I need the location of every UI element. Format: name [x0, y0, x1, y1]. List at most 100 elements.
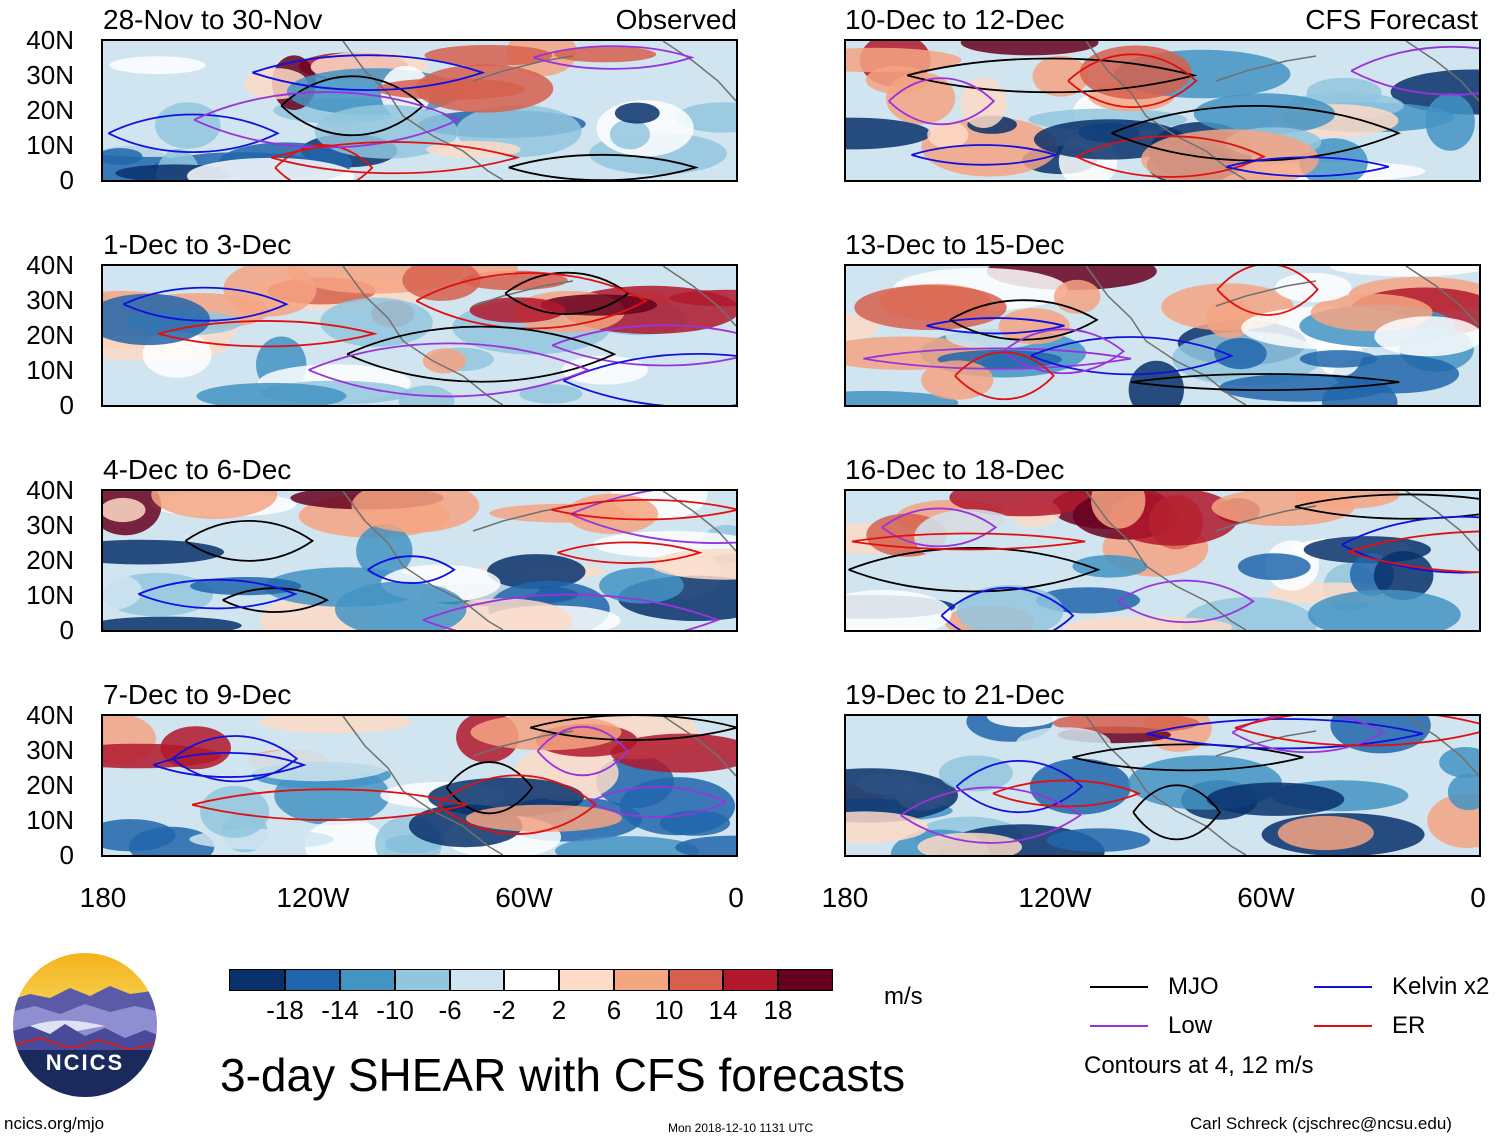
colorbar-swatch — [285, 969, 340, 991]
contour-line — [1231, 716, 1385, 754]
lon-label-right-120w: 120W — [1018, 882, 1092, 913]
shear-field-patch — [402, 266, 481, 301]
legend-label-er: ER — [1392, 1012, 1426, 1039]
shear-field-patch — [938, 755, 1013, 792]
colorbar-swatch — [450, 969, 504, 991]
shear-field-patch — [917, 832, 1023, 855]
contours-note: Contours at 4, 12 m/s — [1084, 1052, 1314, 1079]
lat-label: 10N — [26, 355, 74, 385]
contour-line — [906, 57, 1198, 94]
legend-line-er — [1314, 1025, 1372, 1027]
contour-line — [138, 578, 298, 610]
shear-field-patch — [103, 70, 145, 97]
shear-field-patch — [914, 509, 1026, 565]
colorbar-label: 14 — [708, 995, 738, 1025]
panel-title-7: 19-Dec to 21-Dec — [845, 679, 1065, 710]
shear-field-patch — [356, 524, 413, 578]
contour-line — [422, 593, 721, 630]
shear-field-patch — [155, 102, 221, 149]
shear-field-patch — [1141, 129, 1319, 180]
lon-label-left-0: 0 — [728, 882, 744, 913]
cfs-forecast-label: CFS Forecast — [1305, 4, 1478, 35]
shear-field-patch — [1307, 589, 1461, 630]
shear-field-patch — [259, 716, 412, 734]
coastline — [342, 41, 736, 180]
legend-label-kelvin: Kelvin x2 — [1392, 973, 1490, 1000]
lat-label: 10N — [26, 130, 74, 160]
colorbar-swatch — [669, 969, 723, 991]
contour-line — [926, 317, 1065, 335]
map-panel-1 — [101, 264, 738, 407]
shear-field-patch — [846, 47, 962, 73]
footer-website[interactable]: ncics.org/mjo — [4, 1114, 105, 1133]
contour-line — [570, 491, 736, 544]
shear-field-patch — [103, 616, 242, 630]
contour-line — [536, 726, 629, 777]
contour-line — [1002, 328, 1125, 375]
lat-label: 40N — [26, 475, 74, 505]
shear-field-patch — [854, 285, 1007, 330]
shear-field-patch — [160, 726, 231, 770]
shear-field-patch — [424, 44, 553, 67]
shear-field-patch — [304, 818, 386, 855]
shear-field-patch — [103, 570, 143, 612]
contour-line — [123, 286, 289, 322]
contour-line — [367, 555, 456, 585]
shear-field-patch — [1079, 45, 1192, 100]
shear-field-patch — [103, 819, 176, 852]
contour-line — [557, 541, 703, 564]
colorbar-swatch — [778, 969, 833, 991]
map-panel-3 — [101, 714, 738, 857]
contour-line — [589, 785, 728, 818]
shear-field-patch — [675, 835, 736, 855]
map-panel-6 — [844, 489, 1481, 632]
colorbar-label: -2 — [492, 995, 516, 1025]
legend-line-kelvin — [1314, 986, 1372, 988]
contour-line — [1075, 135, 1266, 178]
lon-label-left-120w: 120W — [276, 882, 350, 913]
shear-field-patch — [986, 716, 1058, 728]
shear-field-patch — [1374, 316, 1479, 357]
shear-field-patch — [190, 577, 302, 596]
shear-field-patch — [610, 733, 736, 773]
contour-line — [1146, 718, 1424, 750]
colorbar-swatch — [559, 969, 614, 991]
contour-line — [955, 760, 1084, 813]
panel-title-4: 10-Dec to 12-Dec — [845, 4, 1065, 35]
shear-field-patch — [1275, 272, 1352, 303]
shear-field-patch — [422, 348, 467, 374]
lat-label: 20N — [26, 545, 74, 575]
colorbar-units: m/s — [884, 983, 923, 1010]
shear-field-patch — [1237, 553, 1311, 580]
map-panel-4 — [844, 39, 1481, 182]
contour-line — [1226, 156, 1390, 177]
shear-field-patch — [151, 491, 278, 519]
colorbar-label: -10 — [376, 995, 414, 1025]
shear-field-patch — [1206, 782, 1345, 816]
shear-field-patch — [1439, 747, 1479, 778]
shear-field-patch — [469, 297, 566, 323]
colorbar-label: -18 — [266, 995, 304, 1025]
contour-line — [445, 761, 534, 815]
contour-line — [900, 786, 1082, 844]
contour-line — [1111, 105, 1401, 162]
shear-field-patch — [1299, 350, 1378, 368]
shear-field-patch — [1211, 491, 1355, 526]
shear-field-patch — [335, 581, 467, 630]
colorbar-swatch — [395, 969, 450, 991]
colorbar-label: 10 — [654, 995, 684, 1025]
contour-line — [851, 532, 1086, 551]
lat-label: 30N — [26, 60, 74, 90]
lat-label: 40N — [26, 25, 74, 55]
contour-line — [888, 77, 996, 126]
shear-field-patch — [555, 836, 699, 855]
colorbar-swatch — [614, 969, 669, 991]
panel-title-6: 16-Dec to 18-Dec — [845, 454, 1065, 485]
shear-field-patch — [669, 289, 736, 307]
contour-line — [1132, 784, 1222, 841]
map-panel-5 — [844, 264, 1481, 407]
coastline — [1085, 266, 1479, 405]
shear-field-patch — [351, 491, 480, 533]
lat-label: 0 — [59, 840, 74, 870]
shear-field-patch — [921, 360, 994, 400]
